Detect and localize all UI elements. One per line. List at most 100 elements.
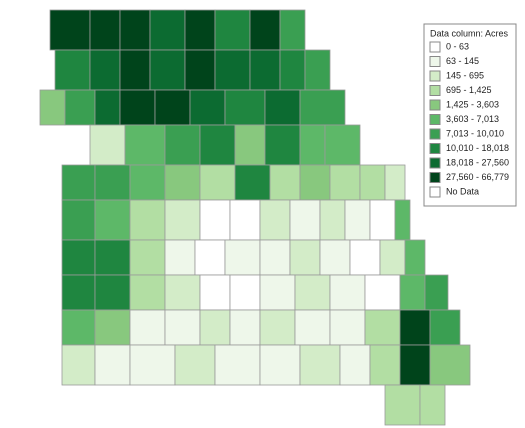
county [399,344,431,386]
county [404,239,426,276]
county [164,309,201,346]
county [229,309,261,346]
county [324,124,361,166]
county [259,239,291,276]
county [54,49,91,91]
county [199,309,231,346]
county [89,49,121,91]
county [61,164,96,201]
county [259,344,301,386]
county [61,239,96,276]
legend-label: 3,603 - 7,013 [446,114,499,124]
county [224,89,266,126]
county [94,274,131,311]
legend-swatch [429,70,441,82]
county [61,274,96,311]
county [89,9,121,51]
county [289,239,321,276]
county [329,309,366,346]
county [264,124,301,166]
county [279,9,306,51]
county [49,9,91,51]
legend-swatch [429,114,441,125]
county [329,274,366,311]
county [94,344,131,386]
county [129,199,166,241]
county [184,9,216,51]
county [304,49,331,91]
county [164,239,196,276]
county [129,274,166,311]
county [369,344,401,386]
legend-swatch [429,157,441,169]
legend-label: 695 - 1,425 [446,85,492,95]
county [214,49,251,91]
county [129,164,166,201]
county [189,89,226,126]
county [269,164,301,201]
county [299,89,346,126]
county [199,164,236,201]
county [94,164,131,201]
county [94,199,131,241]
legend-swatch [429,99,441,111]
legend-swatch [429,186,441,198]
county-layer [39,9,471,426]
county [399,309,431,346]
legend-swatch [429,128,441,140]
county [199,124,236,166]
legend-swatch [429,41,441,53]
county [129,309,166,346]
county [154,89,191,126]
county [229,199,261,241]
legend: Data column: Acres 0 - 63 63 - 145 145 - 6… [423,23,517,207]
county [394,199,411,241]
county [229,274,261,311]
legend-label: No Data [446,186,479,196]
county [384,384,421,426]
legend-label: 18,018 - 27,560 [446,157,509,167]
county [94,89,121,126]
county [129,344,176,386]
county [264,89,301,126]
county [299,124,326,166]
county [119,9,151,51]
county [234,124,266,166]
county [369,199,396,241]
county [164,124,201,166]
legend-title: Data column: Acres [430,28,509,38]
county [299,344,341,386]
county [379,239,406,276]
county [64,89,96,126]
county [359,164,386,201]
county [199,274,231,311]
county [61,344,96,386]
legend-label: 27,560 - 66,779 [446,172,509,182]
legend-swatch [429,85,441,96]
county [429,309,461,346]
county [249,49,281,91]
county [184,49,216,91]
legend-label: 63 - 145 [446,56,479,66]
county [164,274,201,311]
county [364,309,401,346]
county [234,164,271,201]
county [259,199,291,241]
county [149,9,186,51]
county [419,384,446,426]
county [199,199,231,241]
county [384,164,406,201]
legend-label: 0 - 63 [446,41,469,51]
county [259,274,296,311]
legend-label: 7,013 - 10,010 [446,128,504,138]
county [94,309,131,346]
county [61,199,96,241]
county [61,309,96,346]
legend-label: 1,425 - 3,603 [446,99,499,109]
county [194,239,226,276]
county [364,274,401,311]
county [339,344,371,386]
county [279,49,306,91]
county [214,9,251,51]
